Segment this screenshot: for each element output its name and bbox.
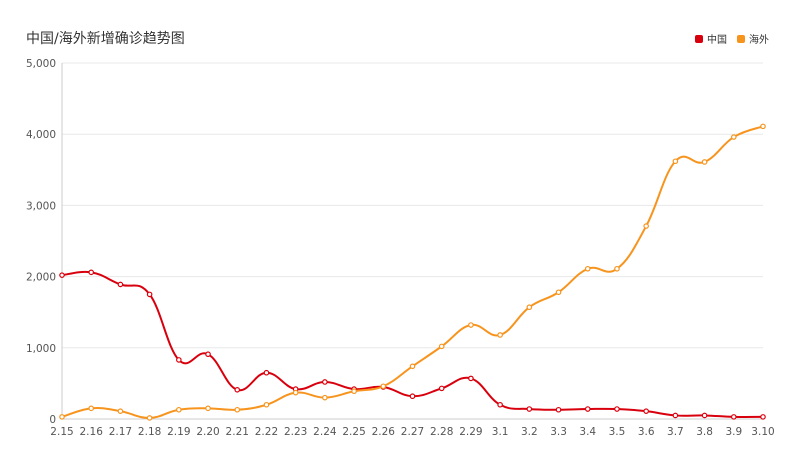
data-point [322, 379, 328, 385]
x-tick-label: 2.27 [401, 426, 424, 438]
x-tick-label: 2.28 [430, 426, 453, 438]
x-tick-label: 2.16 [80, 426, 104, 438]
data-point [760, 123, 766, 130]
data-point [380, 383, 387, 390]
data-point [146, 291, 153, 298]
data-point [614, 406, 620, 412]
x-tick-label: 2.21 [226, 426, 249, 438]
data-point [760, 414, 766, 420]
x-tick-label: 3.7 [667, 426, 684, 438]
data-point [584, 406, 591, 412]
data-point [205, 405, 211, 412]
legend-item-china[interactable]: 中国 [695, 31, 727, 46]
x-tick-label: 2.19 [167, 426, 190, 438]
legend-swatch [695, 34, 703, 43]
data-point [468, 322, 474, 328]
data-point [643, 223, 649, 229]
x-tick-label: 3.6 [638, 426, 655, 438]
x-tick-label: 3.10 [751, 426, 774, 438]
legend: 中国 海外 [695, 31, 769, 46]
data-point [351, 388, 357, 395]
data-point [672, 158, 679, 165]
x-tick-label: 2.26 [372, 426, 396, 438]
legend-label: 海外 [749, 35, 769, 46]
x-tick-label: 2.20 [196, 426, 219, 438]
data-point [59, 272, 65, 278]
x-tick-label: 3.1 [492, 426, 509, 438]
x-tick-label: 2.22 [255, 426, 278, 438]
y-tick-label: 5,000 [26, 58, 56, 70]
x-tick-label: 2.24 [313, 426, 337, 438]
y-tick-label: 3,000 [26, 200, 56, 212]
x-tick-label: 3.8 [696, 426, 713, 438]
data-point [205, 351, 211, 358]
x-tick-label: 3.2 [521, 426, 538, 438]
legend-label: 中国 [707, 35, 727, 46]
y-tick-label: 4,000 [26, 129, 56, 141]
data-point [701, 412, 708, 419]
data-point [614, 265, 620, 272]
data-point [409, 363, 416, 370]
data-point [322, 394, 328, 401]
data-point [555, 406, 562, 413]
chart-title: 中国/海外新增确诊趋势图 [26, 31, 185, 47]
y-tick-label: 2,000 [26, 272, 56, 284]
data-point [176, 357, 182, 363]
data-point [263, 401, 270, 408]
data-point [730, 134, 737, 140]
x-tick-label: 3.4 [579, 426, 596, 438]
data-point [468, 375, 474, 382]
x-tick-label: 2.18 [138, 426, 161, 438]
data-point [117, 281, 124, 288]
data-point [438, 385, 445, 392]
data-point [555, 289, 562, 296]
data-point [643, 408, 649, 414]
data-point [88, 269, 95, 276]
x-tick-label: 3.9 [725, 426, 742, 438]
data-point [409, 393, 416, 400]
data-point [730, 414, 737, 420]
y-tick-label: 1,000 [26, 343, 56, 355]
data-point [146, 415, 153, 421]
data-point [59, 414, 65, 420]
data-point [234, 387, 241, 393]
legend-item-overseas[interactable]: 海外 [737, 31, 769, 46]
x-tick-label: 2.15 [50, 426, 73, 438]
series-line [61, 125, 764, 419]
x-tick-label: 2.25 [342, 426, 365, 438]
x-tick-label: 3.5 [609, 426, 626, 438]
data-point [176, 406, 182, 413]
data-point [497, 401, 503, 408]
data-point [263, 369, 270, 376]
data-point [234, 406, 241, 413]
data-point [88, 405, 95, 412]
data-point [117, 408, 124, 414]
data-point [584, 265, 591, 272]
data-point [292, 389, 299, 396]
x-tick-label: 2.29 [459, 426, 482, 438]
data-point [526, 304, 533, 311]
data-point [497, 332, 503, 338]
data-point [701, 159, 708, 165]
data-point [526, 406, 533, 412]
x-tick-label: 2.23 [284, 426, 307, 438]
x-tick-label: 2.17 [109, 426, 132, 438]
x-tick-label: 3.3 [550, 426, 567, 438]
legend-swatch [737, 34, 745, 43]
data-point [672, 412, 679, 419]
y-tick-label: 0 [49, 414, 56, 426]
data-point [438, 343, 445, 350]
